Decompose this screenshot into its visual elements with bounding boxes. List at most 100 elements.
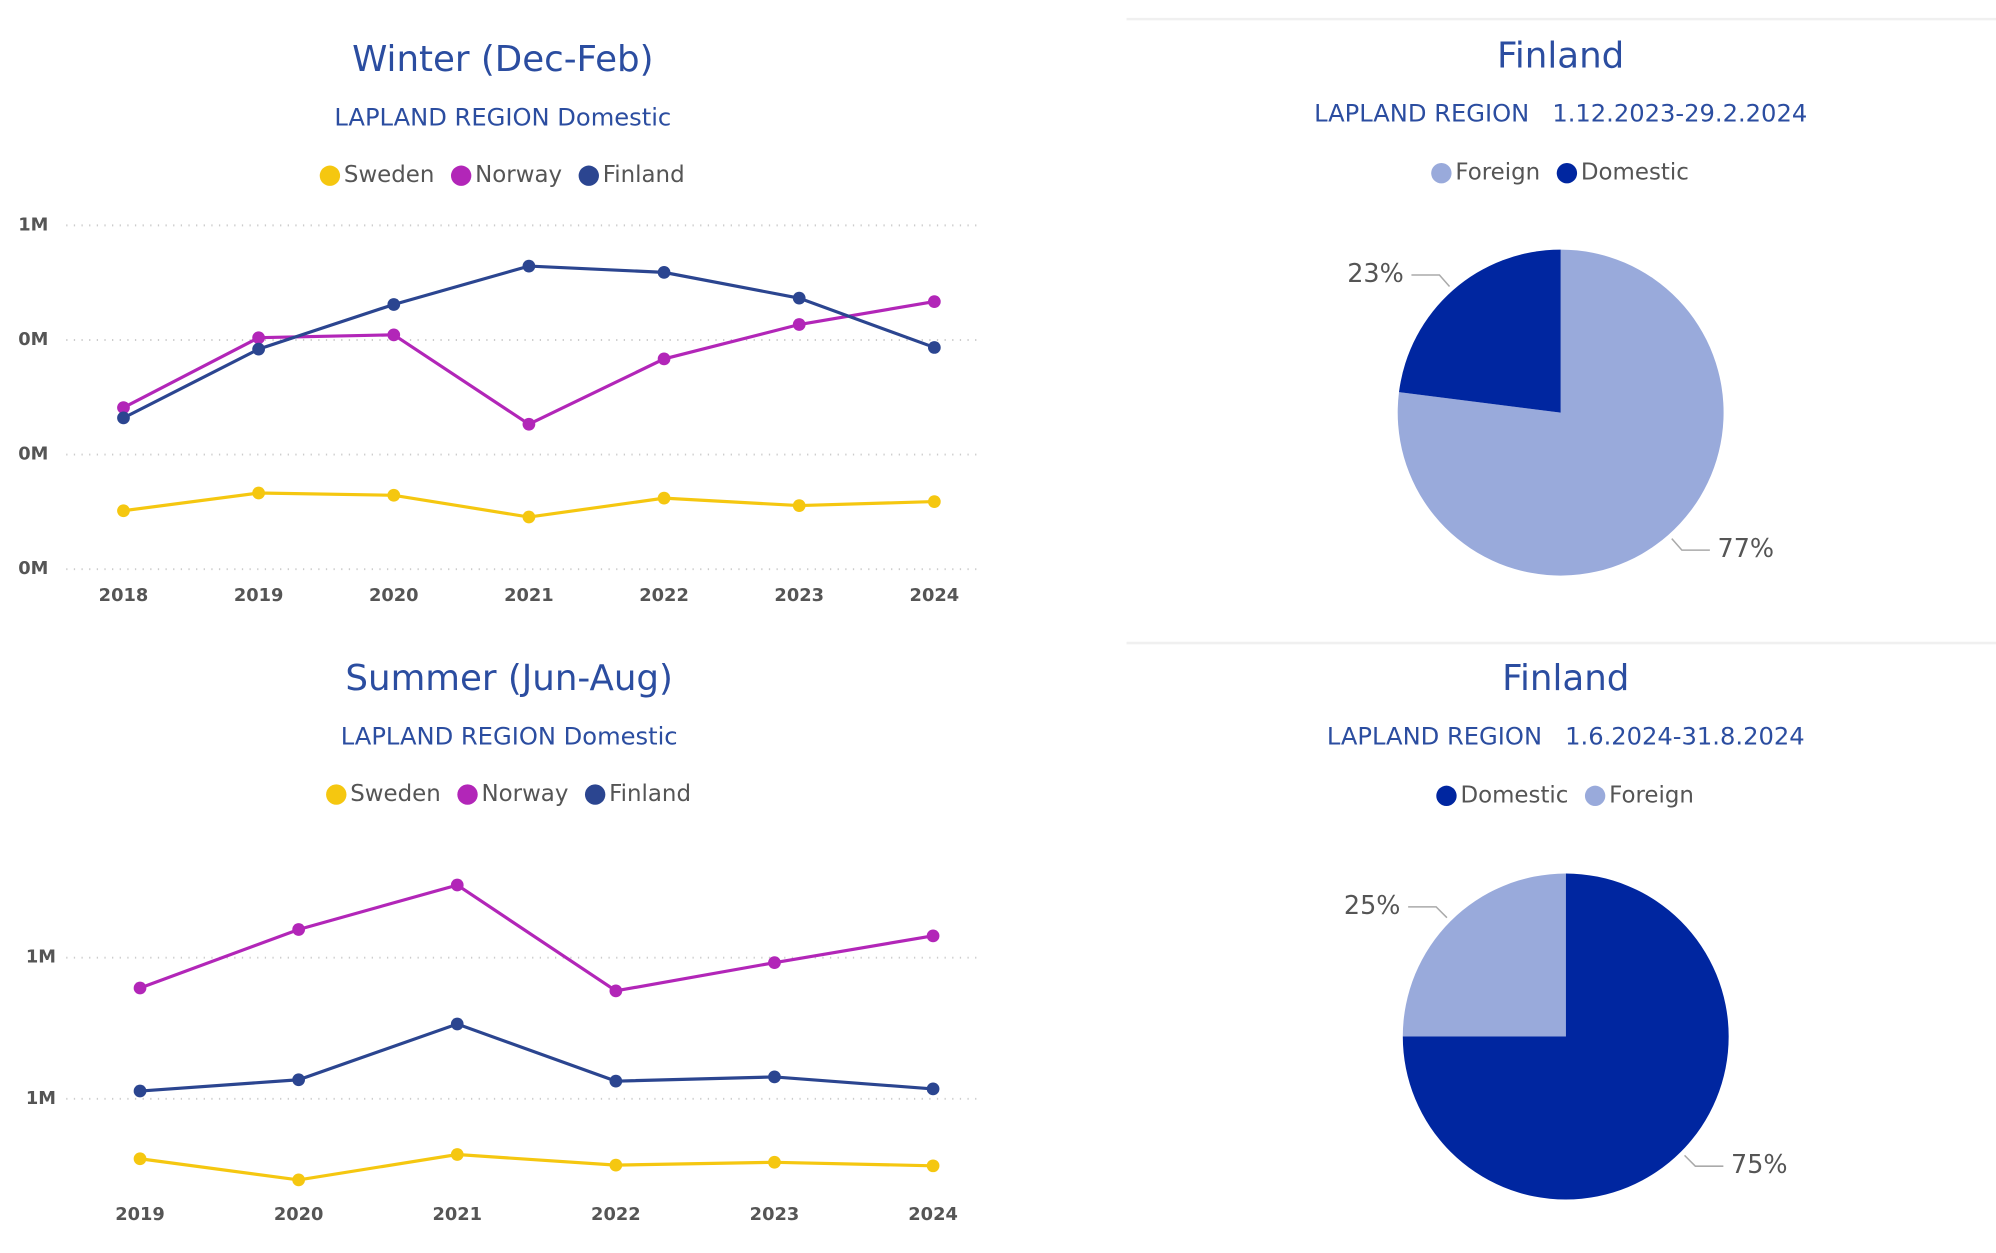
legend-label: Domestic xyxy=(1460,782,1568,808)
data-label: 23% xyxy=(1347,259,1404,289)
data-point xyxy=(926,929,940,943)
data-point xyxy=(450,1017,464,1031)
leader-line xyxy=(1684,1154,1724,1167)
pie-slice xyxy=(1398,249,1561,413)
data-point xyxy=(117,411,130,425)
data-point xyxy=(792,291,806,305)
legend-label: Sweden xyxy=(344,162,435,188)
x-tick-label: 2020 xyxy=(274,1204,324,1225)
data-point xyxy=(387,298,401,311)
chart-subtitle: LAPLAND REGION Domestic xyxy=(341,722,678,750)
x-tick-label: 2023 xyxy=(750,1204,800,1225)
x-tick-label: 2024 xyxy=(910,585,960,606)
data-point xyxy=(117,504,130,518)
data-point xyxy=(252,342,265,356)
legend-label: Sweden xyxy=(350,781,441,807)
legend-label: Foreign xyxy=(1609,782,1694,808)
legend-marker xyxy=(1431,162,1452,184)
chart-title: Finland xyxy=(1497,35,1624,76)
legend-marker xyxy=(326,784,347,805)
pie-slice xyxy=(1402,873,1566,1037)
data-point xyxy=(926,1082,940,1096)
y-tick-label: 1M xyxy=(26,947,56,968)
legend-marker xyxy=(319,165,341,186)
chart-title: Finland xyxy=(1502,658,1629,699)
data-point xyxy=(450,878,464,892)
series-line xyxy=(139,1022,934,1093)
legend-label: Norway xyxy=(475,162,562,188)
data-point xyxy=(657,352,671,366)
data-point xyxy=(387,488,401,502)
data-point xyxy=(768,956,781,970)
series-line xyxy=(139,1152,934,1182)
data-point xyxy=(927,341,941,354)
data-point xyxy=(292,923,306,936)
leader-line xyxy=(1671,538,1710,551)
data-point xyxy=(657,266,671,279)
legend-marker xyxy=(1584,785,1606,807)
data-point xyxy=(609,984,623,998)
data-point xyxy=(792,318,806,331)
y-tick-label: 0M xyxy=(18,558,48,579)
leader-line xyxy=(1408,906,1448,919)
data-point xyxy=(657,491,671,505)
legend-label: Norway xyxy=(482,781,569,807)
y-tick-label: 0M xyxy=(18,329,48,350)
chart-subtitle: LAPLAND REGION 1.6.2024-31.8.2024 xyxy=(1327,722,1805,750)
y-tick-label: 1M xyxy=(18,214,48,235)
data-point xyxy=(522,510,536,524)
x-tick-label: 2019 xyxy=(115,1204,165,1225)
series-line xyxy=(139,883,934,993)
legend-label: Finland xyxy=(603,162,685,188)
x-tick-label: 2019 xyxy=(234,585,284,606)
legend-marker xyxy=(457,784,478,805)
data-point xyxy=(927,495,941,508)
data-point xyxy=(292,1173,306,1187)
data-point xyxy=(609,1074,623,1088)
y-tick-label: 0M xyxy=(18,444,48,465)
data-point xyxy=(387,328,401,342)
leader-line xyxy=(1411,274,1451,287)
x-tick-label: 2021 xyxy=(504,585,554,606)
data-point xyxy=(292,1073,306,1087)
data-point xyxy=(252,331,265,345)
data-label: 75% xyxy=(1731,1150,1788,1180)
data-point xyxy=(133,981,147,995)
data-point xyxy=(792,499,806,512)
chart-title: Winter (Dec-Feb) xyxy=(352,39,653,80)
data-point xyxy=(768,1070,781,1084)
x-tick-label: 2022 xyxy=(591,1204,641,1225)
data-point xyxy=(927,295,941,308)
data-point xyxy=(522,417,536,431)
legend-label: Domestic xyxy=(1581,160,1689,186)
x-tick-label: 2023 xyxy=(774,585,824,606)
data-point xyxy=(926,1159,940,1173)
x-tick-label: 2021 xyxy=(432,1204,482,1225)
data-point xyxy=(450,1148,464,1161)
x-tick-label: 2018 xyxy=(99,585,149,606)
chart-subtitle: LAPLAND REGION 1.12.2023-29.2.2024 xyxy=(1314,100,1807,128)
legend-marker xyxy=(584,784,606,805)
legend-marker xyxy=(1556,162,1578,184)
data-point xyxy=(252,486,265,500)
x-tick-label: 2020 xyxy=(369,585,419,606)
data-point xyxy=(522,259,536,273)
data-point xyxy=(768,1155,781,1169)
data-label: 25% xyxy=(1344,891,1401,921)
x-tick-label: 2022 xyxy=(639,585,689,606)
data-label: 77% xyxy=(1718,534,1775,564)
data-point xyxy=(133,1084,147,1098)
data-point xyxy=(133,1152,147,1166)
chart-subtitle: LAPLAND REGION Domestic xyxy=(334,103,671,131)
x-tick-label: 2024 xyxy=(908,1204,958,1225)
legend-marker xyxy=(1436,785,1457,807)
chart-title: Summer (Jun-Aug) xyxy=(345,658,673,699)
legend-marker xyxy=(450,165,472,186)
data-point xyxy=(117,401,130,414)
legend-label: Foreign xyxy=(1455,160,1540,186)
data-point xyxy=(609,1158,623,1172)
legend-label: Finland xyxy=(609,781,691,807)
legend-marker xyxy=(578,165,599,186)
y-tick-label: 1M xyxy=(26,1088,56,1109)
